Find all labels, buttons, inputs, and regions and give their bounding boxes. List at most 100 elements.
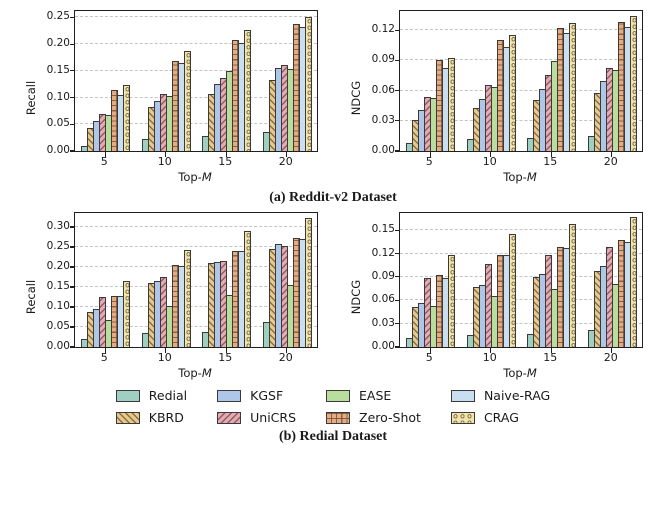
x-axis-label: Top-M	[178, 366, 212, 380]
legend-entry-crag: CRAG	[450, 410, 550, 425]
x-tick-label: 5	[425, 351, 433, 364]
bar-crag	[123, 85, 131, 151]
bar-crag	[183, 51, 191, 151]
bar-crag	[629, 216, 637, 347]
plot-column: 5 10 15 20 Top-M	[70, 10, 318, 186]
gridline	[400, 252, 642, 254]
y-tick-mark	[70, 16, 75, 19]
plot-column: 5 10 15 20 Top-M	[70, 212, 318, 382]
y-tick-mark	[70, 346, 75, 348]
legend-label: KGSF	[250, 388, 284, 403]
bar-groups	[75, 11, 317, 151]
bar-group	[75, 213, 136, 347]
y-tick-mark	[395, 252, 400, 255]
plot-area	[395, 212, 643, 353]
gridline	[75, 246, 317, 247]
gridline	[400, 29, 642, 31]
subplot-redial-recall: Recall 0.00 0.05 0.10 0.15 0.20 0.25 0.30 5 10 15 2…	[23, 212, 318, 382]
legend-entry-ease: EASE	[326, 388, 421, 403]
y-tick-label: 0.20	[46, 260, 70, 272]
bar-group	[257, 11, 318, 151]
bar-group	[257, 213, 318, 347]
legend-entry-zero-shot: Zero-Shot	[326, 410, 421, 425]
x-tick-mark	[286, 151, 288, 157]
gridline	[400, 119, 642, 121]
y-tick-label: 0.06	[371, 293, 395, 306]
legend-label: Naive-RAG	[483, 388, 551, 403]
x-tick-mark	[611, 151, 613, 157]
gridline	[400, 299, 642, 301]
x-tick-label: 20	[603, 351, 618, 364]
caption-a: (a) Reddit-v2 Dataset	[269, 190, 397, 205]
bar-group	[582, 11, 643, 151]
gridline	[400, 229, 642, 231]
x-tick-mark	[225, 347, 227, 353]
y-tick-label: 0.30	[46, 220, 70, 232]
legend-label: EASE	[359, 388, 392, 403]
bar-crag	[508, 35, 516, 151]
x-tick-mark	[490, 347, 492, 353]
plot-column: 5 10 15 20 Top-M	[395, 212, 643, 382]
x-tick-label: 15	[218, 155, 233, 168]
y-tick-mark	[70, 123, 75, 125]
y-tick-mark	[70, 43, 75, 45]
row-reddit-v2: Recall 0.00 0.05 0.10 0.15 0.20 0.25 5 10 15 20 Top…	[0, 10, 666, 186]
x-tick-labels: 5 10 15 20	[74, 351, 316, 366]
x-tick-label: 20	[278, 155, 293, 168]
x-tick-label: 15	[543, 155, 558, 168]
x-tick-label: 5	[100, 351, 108, 364]
y-tick-mark	[395, 346, 400, 348]
x-axis-label: Top-M	[503, 170, 537, 184]
gridline	[400, 322, 642, 324]
x-tick-label: 10	[482, 155, 497, 168]
plot-column: 5 10 15 20 Top-M	[395, 10, 643, 186]
x-tick-mark	[104, 151, 106, 157]
y-tick-mark	[395, 276, 400, 278]
x-tick-mark	[550, 347, 552, 353]
y-tick-label: 0.15	[46, 280, 70, 292]
gridline	[75, 43, 317, 45]
bar-crag	[244, 230, 252, 347]
gridline	[75, 306, 317, 307]
bar-crag	[629, 16, 637, 151]
y-tick-label: 0.20	[46, 37, 70, 50]
legend-column: Redial KBRD	[115, 388, 187, 425]
y-tick-mark	[395, 299, 400, 301]
plot-area	[395, 10, 643, 157]
bar-crag	[123, 281, 131, 347]
bar-group	[75, 11, 136, 151]
y-tick-mark	[70, 266, 75, 268]
x-tick-mark	[165, 151, 167, 157]
bar-crag	[448, 58, 456, 151]
y-tick-label: 0.12	[371, 23, 395, 36]
bar-group	[196, 11, 257, 151]
legend-swatch	[115, 389, 140, 402]
x-tick-mark	[611, 347, 613, 353]
legend-entry-kbrd: KBRD	[115, 410, 187, 425]
y-tick-label: 0.10	[46, 90, 70, 103]
x-tick-label: 15	[218, 351, 233, 364]
bar-groups	[400, 11, 642, 151]
x-tick-mark	[490, 151, 492, 157]
gridline	[75, 123, 317, 125]
bar-group	[400, 11, 461, 151]
legend-label: UniCRS	[250, 410, 297, 425]
y-tick-mark	[70, 246, 75, 248]
x-tick-label: 20	[278, 351, 293, 364]
x-tick-label: 10	[482, 351, 497, 364]
y-axis-label: Recall	[23, 80, 38, 116]
y-tick-labels: 0.00 0.05 0.10 0.15 0.20 0.25	[38, 10, 74, 156]
y-tick-mark	[70, 306, 75, 308]
y-tick-mark	[395, 29, 400, 31]
x-tick-mark	[429, 151, 431, 157]
gridline	[75, 286, 317, 287]
y-tick-mark	[395, 229, 400, 231]
legend-column: Naive-RAG CRAG	[450, 388, 551, 425]
x-tick-label: 10	[157, 155, 172, 168]
x-tick-label: 20	[603, 155, 618, 168]
gridline	[75, 69, 317, 71]
bar-crag	[244, 30, 252, 151]
bar-crag	[508, 234, 516, 347]
y-tick-label: 0.03	[371, 316, 395, 329]
